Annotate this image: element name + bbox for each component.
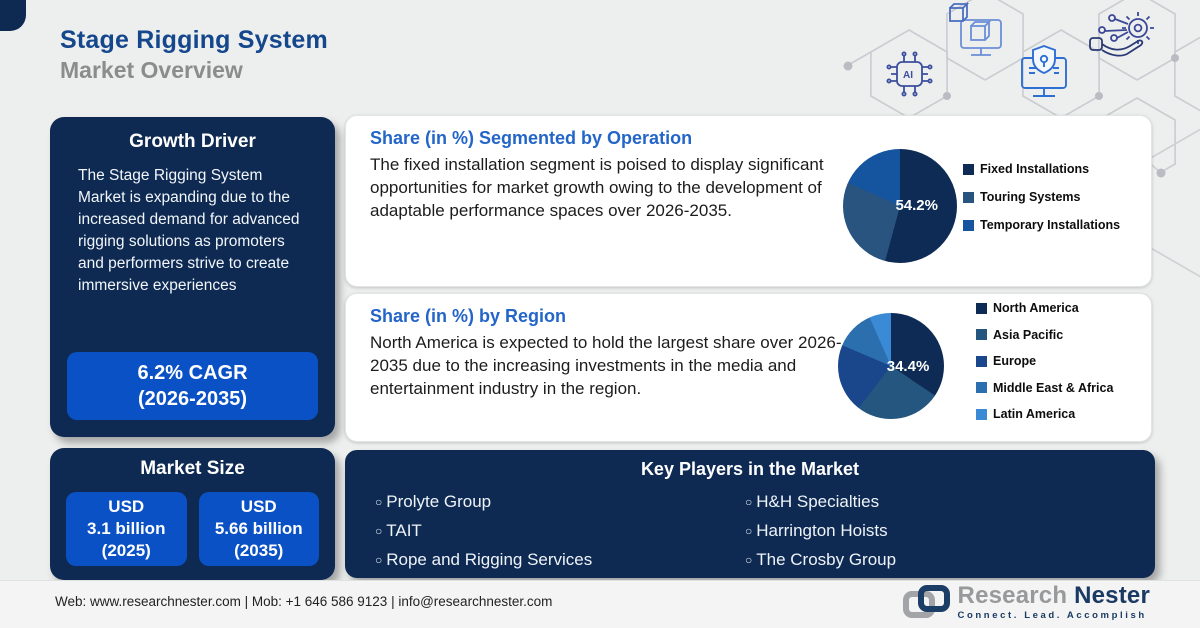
legend-swatch <box>976 382 987 393</box>
bullet-icon: ○ <box>745 495 753 509</box>
legend-item: Fixed Installations <box>963 162 1120 176</box>
legend-swatch <box>976 329 987 340</box>
legend-region: North America Asia Pacific Europe Middle Ea… <box>976 301 1113 421</box>
key-player-name: Rope and Rigging Services <box>386 550 593 569</box>
operation-share-body: The fixed installation segment is poised… <box>370 155 824 220</box>
bullet-icon: ○ <box>745 553 753 567</box>
region-share-card: Share (in %) by Region North America is … <box>345 293 1152 442</box>
brand-primary: Research <box>957 582 1068 609</box>
legend-swatch <box>963 163 974 175</box>
key-players-column-1: ○ Prolyte Group ○ TAIT ○ Rope and Rigging S… <box>375 492 592 570</box>
footer: Web: www.researchnester.com | Mob: +1 64… <box>0 580 1200 628</box>
legend-label: Europe <box>993 354 1037 368</box>
legend-label: Touring Systems <box>980 190 1081 204</box>
legend-operation: Fixed Installations Touring Systems Tempor… <box>963 162 1120 232</box>
key-player-item: ○ H&H Specialties <box>745 492 896 512</box>
market-size-values: USD 3.1 billion (2025) USD 5.66 billion … <box>66 492 319 566</box>
page-title: Stage Rigging System <box>60 26 328 54</box>
bullet-icon: ○ <box>375 524 383 538</box>
svg-text:AI: AI <box>903 70 913 81</box>
corner-accent <box>0 0 26 31</box>
cagr-period: (2026-2035) <box>138 388 247 410</box>
key-player-name: H&H Specialties <box>756 492 880 511</box>
cagr-badge: 6.2% CAGR (2026-2035) <box>67 352 318 420</box>
legend-item: Latin America <box>976 407 1113 421</box>
market-size-2025-badge: USD 3.1 billion (2025) <box>66 492 187 566</box>
region-share-heading: Share (in %) by Region <box>370 306 567 326</box>
logo-text: Research Nester Connect. Lead. Accomplis… <box>958 584 1150 621</box>
region-share-body: North America is expected to hold the la… <box>370 333 842 398</box>
bullet-icon: ○ <box>375 495 383 509</box>
ms-2035-amount: 5.66 billion <box>214 519 303 539</box>
contact-info: Web: www.researchnester.com | Mob: +1 64… <box>55 594 553 609</box>
hexagon-pattern: AI <box>843 0 1200 172</box>
market-size-title: Market Size <box>140 458 245 479</box>
key-players-title: Key Players in the Market <box>640 459 860 479</box>
legend-item: Europe <box>976 354 1113 368</box>
market-size-2035-badge: USD 5.66 billion (2035) <box>198 492 319 566</box>
key-players-column-2: ○ H&H Specialties ○ Harrington Hoists ○ The… <box>745 492 896 570</box>
ms-2035-year: (2035) <box>234 540 284 560</box>
growth-driver-panel: Growth Driver The Stage Rigging System M… <box>50 117 335 437</box>
legend-swatch <box>976 355 987 367</box>
legend-swatch <box>963 219 974 231</box>
ms-2025-currency: USD <box>108 497 145 517</box>
key-player-item: ○ Harrington Hoists <box>745 521 896 541</box>
logo-link-icon <box>902 585 950 618</box>
key-player-name: Harrington Hoists <box>756 521 888 540</box>
research-nester-logo: Research Nester Connect. Lead. Accomplis… <box>902 584 1150 621</box>
legend-item: Middle East & Africa <box>976 381 1113 395</box>
key-player-item: ○ The Crosby Group <box>745 550 896 570</box>
ai-chip-icon: AI <box>886 51 933 97</box>
3d-modeling-icon <box>949 1 1002 56</box>
legend-item: Asia Pacific <box>976 328 1113 342</box>
operation-share-heading: Share (in %) Segmented by Operation <box>370 128 693 148</box>
key-player-name: TAIT <box>386 521 422 540</box>
pie-region-value-label: 34.4% <box>886 357 930 375</box>
operation-share-card: Share (in %) Segmented by Operation The … <box>345 115 1152 287</box>
legend-item: Temporary Installations <box>963 218 1120 232</box>
key-player-item: ○ Prolyte Group <box>375 492 592 512</box>
automation-hand-icon <box>1089 12 1154 57</box>
legend-swatch <box>976 302 987 314</box>
pie-chart-operation: 54.2% <box>843 149 957 263</box>
ms-2035-currency: USD <box>240 497 277 517</box>
bullet-icon: ○ <box>375 553 383 567</box>
legend-label: Latin America <box>993 407 1076 421</box>
key-player-item: ○ TAIT <box>375 521 592 541</box>
key-players-panel: Key Players in the Market ○ Prolyte Group… <box>345 450 1155 578</box>
legend-item: Touring Systems <box>963 190 1120 204</box>
legend-label: Temporary Installations <box>980 218 1121 232</box>
ms-2025-amount: 3.1 billion <box>87 519 166 539</box>
ms-2025-year: (2025) <box>101 540 151 560</box>
key-player-name: The Crosby Group <box>756 550 897 569</box>
hexagon-node-dots <box>843 54 1179 100</box>
cagr-value: 6.2% CAGR <box>137 362 248 384</box>
page-subtitle: Market Overview <box>60 56 243 83</box>
legend-label: North America <box>993 301 1079 315</box>
legend-label: Asia Pacific <box>993 327 1064 342</box>
secure-display-icon <box>1021 44 1067 97</box>
legend-item: North America <box>976 301 1113 315</box>
pie-operation-value-label: 54.2% <box>895 196 938 214</box>
legend-swatch <box>963 191 974 203</box>
bullet-icon: ○ <box>745 524 753 538</box>
legend-label: Fixed Installations <box>980 162 1090 176</box>
legend-swatch <box>976 408 987 420</box>
market-size-panel: Market Size USD 3.1 billion (2025) USD 5… <box>50 448 335 580</box>
header: Stage Rigging System Market Overview <box>60 26 328 83</box>
brand-tagline: Connect. Lead. Accomplish <box>957 610 1147 621</box>
growth-driver-title: Growth Driver <box>129 131 256 152</box>
pie-chart-region: 34.4% <box>838 313 944 419</box>
growth-driver-body: The Stage Rigging System Market is expan… <box>78 167 300 294</box>
legend-label: Middle East & Africa <box>993 380 1114 395</box>
brand-secondary: Nester <box>1074 582 1150 609</box>
key-player-name: Prolyte Group <box>386 492 492 511</box>
key-player-item: ○ Rope and Rigging Services <box>375 550 592 570</box>
